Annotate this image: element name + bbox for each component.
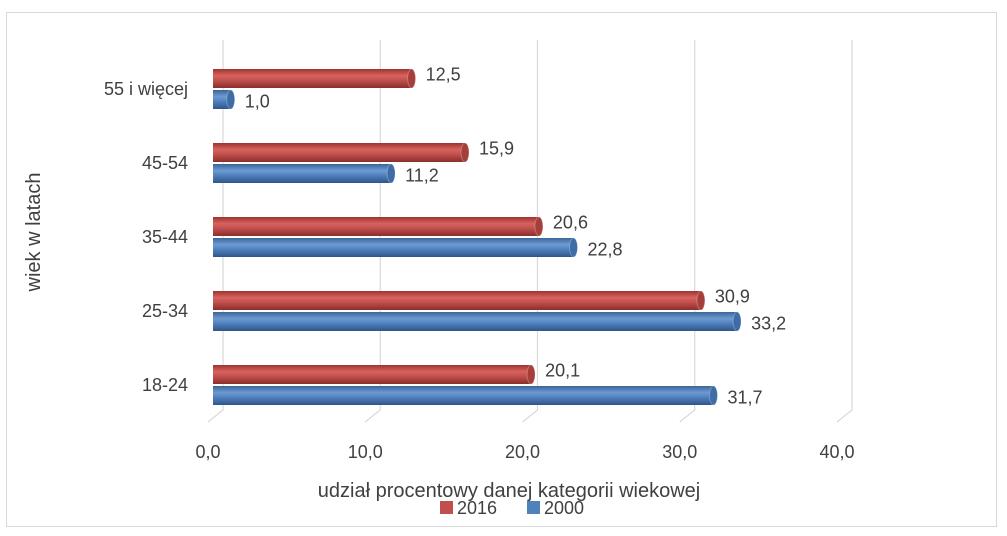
x-tick-label: 10,0 (348, 442, 383, 462)
bar-2000-55 i więcej (213, 90, 231, 109)
x-tick-label: 0,0 (195, 442, 220, 462)
category-labels: 18-24 25-34 35-44 45-54 55 i więcej (104, 79, 188, 395)
bar-2016-45-54 (213, 143, 466, 162)
data-labels: 20,1 30,9 20,6 15,9 12,5 31,7 33,2 22,8 11,2 1,0 (245, 65, 786, 408)
gridline (836, 40, 853, 423)
gridline (522, 40, 539, 423)
bar-cap (526, 364, 536, 385)
data-label: 15,9 (479, 139, 514, 159)
data-label: 1,0 (245, 92, 270, 112)
bar-cap (226, 89, 236, 110)
bar-2000-35-44 (213, 238, 574, 257)
gridline (207, 40, 224, 423)
bar-2016-18-24 (213, 365, 532, 384)
bars (213, 68, 742, 406)
bar-2016-55 i więcej (213, 69, 412, 88)
category-label: 18-24 (142, 375, 188, 395)
y-axis-title: wiek w latach (23, 173, 45, 293)
category-label: 25-34 (142, 301, 188, 321)
data-label: 11,2 (405, 166, 439, 186)
data-label: 20,6 (553, 213, 588, 233)
bar-2016-35-44 (213, 217, 539, 236)
x-tick-label: 20,0 (505, 442, 540, 462)
data-label: 12,5 (426, 65, 461, 85)
gridlines (207, 40, 853, 423)
bar-cap (708, 385, 718, 406)
legend-swatch (440, 501, 453, 514)
bar-2000-45-54 (213, 164, 392, 183)
category-label: 35-44 (142, 227, 188, 247)
bar-2000-25-34 (213, 312, 738, 331)
data-label: 20,1 (545, 361, 580, 381)
legend-label: 2016 (457, 498, 497, 518)
x-tick-label: 40,0 (819, 442, 854, 462)
bar-2016-25-34 (213, 291, 701, 310)
bar-cap (407, 68, 417, 89)
bar-cap (534, 216, 544, 237)
category-label: 55 i więcej (104, 79, 188, 99)
data-label: 31,7 (727, 388, 762, 408)
category-label: 45-54 (142, 153, 188, 173)
bar-cap (569, 237, 579, 258)
bar-cap (386, 163, 396, 184)
chart-frame (6, 12, 997, 527)
legend-label: 2000 (544, 498, 584, 518)
gridline (679, 40, 696, 423)
x-tick-label: 30,0 (662, 442, 697, 462)
bar-cap (732, 311, 742, 332)
legend-swatch (527, 501, 540, 514)
data-label: 33,2 (751, 314, 786, 334)
gridline (364, 40, 381, 423)
data-label: 30,9 (715, 287, 750, 307)
data-label: 22,8 (588, 240, 623, 260)
bar-2000-18-24 (213, 386, 714, 405)
bar-cap (696, 290, 706, 311)
legend: 2016 2000 (440, 498, 584, 518)
bar-cap (460, 142, 470, 163)
x-tick-labels: 0,0 10,0 20,0 30,0 40,0 (195, 442, 854, 462)
x-axis-title: udział procentowy danej kategorii wiekow… (318, 480, 700, 502)
